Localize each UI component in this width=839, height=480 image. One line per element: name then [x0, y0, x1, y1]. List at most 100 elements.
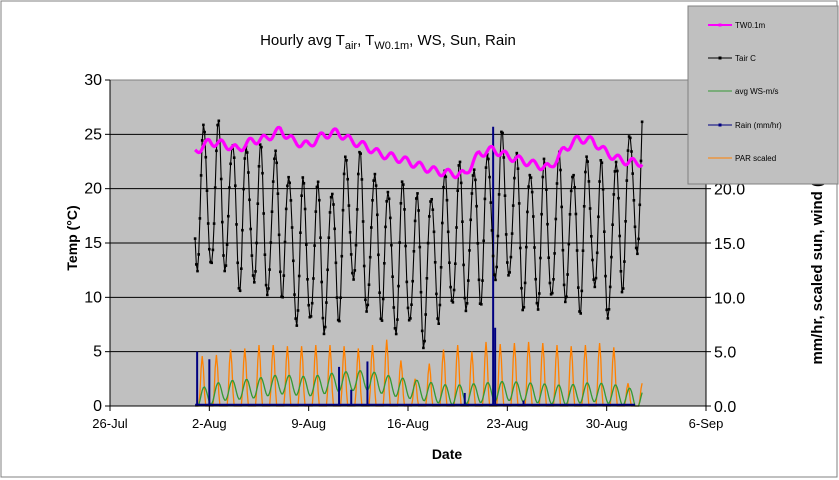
series-tair-marker [608, 285, 612, 289]
series-tair-marker [501, 131, 504, 135]
series-tair-marker [634, 246, 638, 250]
series-tair-marker [275, 161, 278, 165]
series-tair-marker [510, 232, 514, 235]
series-tair-marker [327, 236, 331, 239]
series-tair-marker [472, 168, 476, 171]
series-tair-marker [438, 303, 442, 307]
series-tair-marker [542, 157, 546, 161]
series-tair-marker [567, 242, 571, 246]
series-tair-marker [267, 287, 270, 290]
series-tair-marker [536, 308, 540, 311]
series-tair-marker [522, 306, 526, 309]
series-tair-marker [562, 283, 566, 287]
series-tair-marker [488, 175, 491, 179]
legend: TW0.1m Tair C avg WS-m/s Rain (mm/hr) PAR sc… [687, 5, 839, 185]
series-tair-marker [254, 270, 257, 273]
series-tair-marker [593, 285, 597, 289]
title-part-tail: , WS, Sun, Rain [409, 32, 516, 49]
series-tair-marker [585, 155, 588, 158]
series-tair-marker [377, 253, 380, 257]
series-tair-marker [554, 217, 558, 221]
series-tair-marker [333, 227, 336, 231]
series-tair-marker [258, 143, 262, 146]
series-tair-marker [273, 157, 276, 161]
series-tair-marker [222, 254, 225, 257]
series-tair-marker [430, 198, 433, 201]
series-tair-marker [196, 269, 199, 273]
series-tair-marker [456, 189, 459, 192]
series-tair-marker [198, 217, 202, 220]
series-tair-marker [241, 228, 244, 232]
series-tair-marker [612, 193, 616, 196]
series-tair-marker [384, 225, 387, 229]
series-tair-marker [502, 156, 506, 159]
series-tair-marker [204, 155, 208, 159]
series-tair-marker [417, 209, 420, 212]
series-tair-marker [623, 260, 626, 263]
series-tair-marker [362, 264, 366, 268]
series-tair-marker [483, 197, 487, 201]
series-tair-marker [200, 139, 204, 142]
series-tair-marker [489, 201, 493, 204]
series-tair-marker [590, 235, 593, 238]
series-tair-marker [340, 254, 344, 258]
series-tair-marker [260, 145, 263, 149]
series-tair-marker [511, 204, 515, 207]
series-tair-marker [573, 186, 576, 189]
series-tair-marker [321, 316, 325, 320]
series-tair-marker [378, 291, 381, 294]
series-tair-marker [397, 284, 400, 288]
series-tair-marker [568, 213, 572, 216]
series-tair-marker [314, 210, 318, 213]
series-tair-marker [225, 243, 229, 246]
series-tair-marker [387, 197, 391, 201]
series-tair-marker [411, 279, 414, 283]
series-tair-marker [271, 180, 275, 183]
series-tair-marker [444, 175, 448, 179]
series-tair-marker [341, 208, 345, 212]
y-tick-label: 10 [84, 289, 102, 306]
series-tair-marker [393, 327, 397, 330]
series-tair-marker [346, 177, 349, 181]
series-tair-marker [626, 149, 630, 152]
x-tick-label: 26-Jul [92, 416, 128, 431]
series-tair-marker [215, 149, 218, 153]
series-tair-marker [520, 286, 523, 290]
series-tair-marker [404, 244, 407, 248]
series-tair-marker [349, 253, 353, 256]
series-tair-marker [526, 210, 529, 214]
series-tair-marker [621, 287, 625, 290]
legend-label: TW0.1m [735, 21, 766, 30]
series-tair-marker [446, 230, 450, 234]
series-tair-marker [193, 237, 197, 240]
series-tair-marker [339, 296, 342, 299]
series-tair-marker [604, 274, 607, 278]
series-tair-marker [312, 277, 315, 280]
series-tair-marker [264, 283, 268, 287]
series-tw01m [194, 125, 644, 180]
series-tair-marker [581, 249, 585, 252]
series-tair-marker [236, 261, 239, 265]
series-tair-marker [469, 218, 472, 222]
series-tair-marker [629, 136, 632, 140]
series-tair-marker [228, 186, 231, 189]
series-tair-marker [282, 274, 286, 277]
series-tair-marker [515, 151, 519, 155]
series-tair-marker [213, 186, 217, 189]
series-tair-marker [618, 234, 621, 238]
series-tair-marker [276, 192, 280, 195]
series-tair-marker [398, 241, 401, 244]
series-tair-marker [441, 221, 444, 225]
series-tair-marker [432, 230, 436, 234]
series-tair-marker [496, 234, 500, 238]
series-tair-marker [407, 318, 411, 322]
series-tair-marker [491, 254, 495, 258]
series-tair-marker [560, 205, 563, 209]
series-tair-marker [368, 255, 372, 259]
series-tair-marker [610, 255, 613, 259]
series-tair-marker [600, 161, 604, 164]
series-tair-marker [286, 184, 289, 188]
series-tair-marker [351, 271, 354, 275]
series-tair-marker [205, 189, 209, 192]
y2-tick-label: 5.0 [714, 345, 736, 362]
